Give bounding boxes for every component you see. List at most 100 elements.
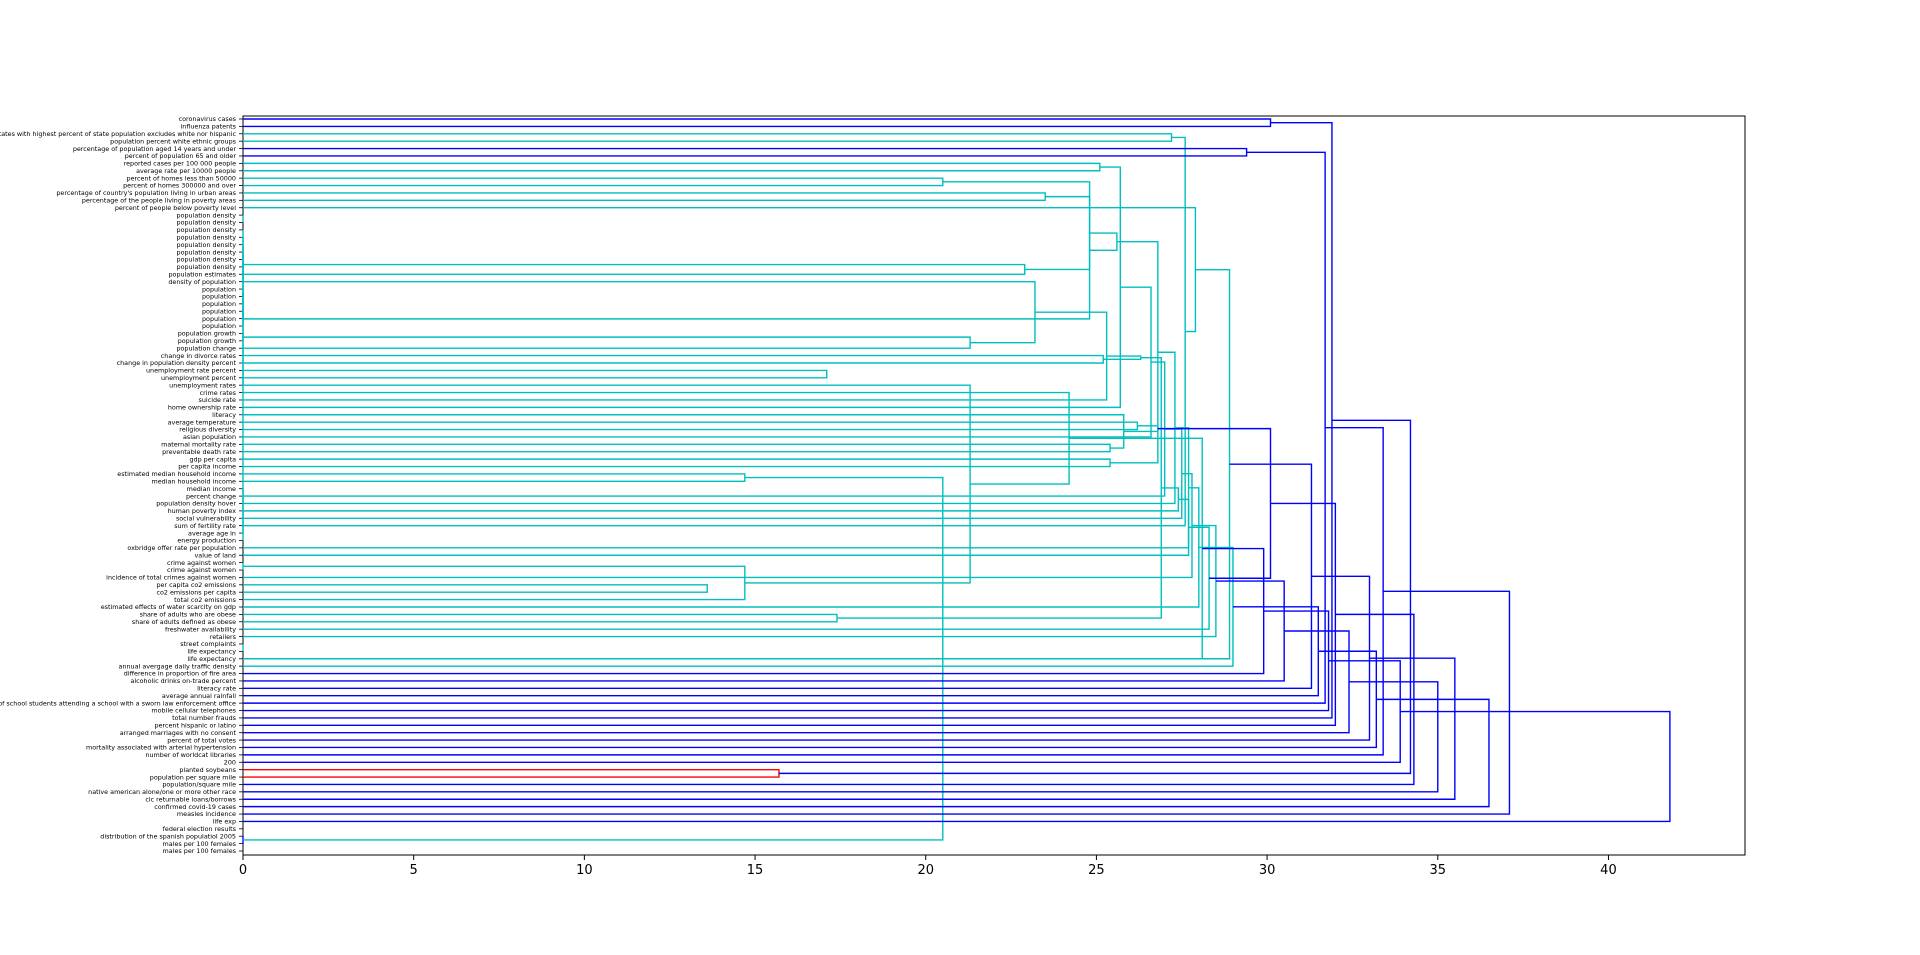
leaf-label: suicide rate bbox=[199, 396, 237, 404]
dendrogram-link bbox=[243, 181, 1091, 320]
x-tick-label: 5 bbox=[410, 863, 418, 878]
leaf-label: average rate per 10000 people bbox=[136, 167, 236, 175]
leaf-label: population density bbox=[177, 226, 237, 234]
dendrogram-link bbox=[243, 590, 1511, 815]
leaf-label: population growth bbox=[178, 337, 236, 345]
leaf-label: unemployment percent bbox=[161, 374, 236, 382]
dendrogram-link bbox=[243, 147, 1248, 157]
x-tick-label: 40 bbox=[1600, 863, 1617, 878]
leaf-label: estimated median household income bbox=[117, 470, 236, 478]
leaf-label: states with highest percent of state pop… bbox=[0, 130, 236, 138]
leaf-label: annual avergage daily traffic density bbox=[119, 662, 237, 670]
leaf-label: population percent white ethnic groups bbox=[110, 137, 236, 145]
leaf-label: freshwater availability bbox=[165, 625, 236, 633]
dendrogram-link bbox=[243, 681, 1439, 793]
dendrogram-link bbox=[243, 263, 1026, 275]
leaf-label: alcoholic drinks on-trade percent bbox=[130, 677, 236, 685]
dendrogram-link bbox=[243, 369, 828, 379]
x-tick-label: 25 bbox=[1088, 863, 1105, 878]
dendrogram-link bbox=[243, 426, 1384, 756]
leaf-label: share of adults defined as obese bbox=[132, 618, 236, 626]
leaf-label: population growth bbox=[178, 330, 236, 338]
dendrogram-link bbox=[243, 458, 1111, 468]
leaf-label: average temperature bbox=[168, 418, 236, 426]
leaf-label: percent of people below poverty level bbox=[115, 204, 236, 212]
dendrogram-link bbox=[243, 162, 1101, 172]
dendrogram-link bbox=[243, 443, 1111, 453]
dendrogram-link bbox=[243, 414, 1125, 449]
leaf-label: density of population bbox=[168, 278, 236, 286]
x-tick-label: 20 bbox=[917, 863, 934, 878]
leaf-label: percent of homes 300000 and over bbox=[123, 182, 236, 190]
dendrogram-link bbox=[243, 136, 1186, 527]
leaf-label: percentage of country's population livin… bbox=[56, 189, 236, 197]
leaf-label: population density bbox=[177, 219, 237, 227]
leaf-label: population density bbox=[177, 248, 237, 256]
leaf-label: federal election results bbox=[163, 825, 237, 833]
leaf-label: oxbridge offer rate per population bbox=[127, 544, 236, 552]
leaf-label: confirmed covid-19 cases bbox=[154, 803, 236, 811]
leaf-label: co2 emissions per capita bbox=[156, 588, 236, 596]
leaf-label: percent of homes less than 50000 bbox=[127, 174, 236, 182]
leaf-label: religious diversity bbox=[179, 426, 236, 434]
leaf-label: gdp per capita bbox=[189, 455, 236, 463]
leaf-label: life expectancy bbox=[187, 648, 236, 656]
dendrogram-link bbox=[243, 268, 1231, 660]
leaf-label: median income bbox=[187, 485, 236, 493]
dendrogram-link bbox=[1089, 232, 1118, 252]
leaf-label: population change bbox=[176, 344, 236, 352]
leaf-label: population density bbox=[177, 234, 237, 242]
leaf-label: population density hover bbox=[156, 500, 236, 508]
leaf-label: literacy bbox=[212, 411, 236, 419]
dendrogram-link bbox=[243, 657, 1456, 800]
leaf-label: population per square mile bbox=[150, 773, 236, 781]
leaf-label: asian population bbox=[183, 433, 236, 441]
leaf-label: mobile cellular telephones bbox=[151, 707, 236, 715]
leaf-label: coronavirus cases bbox=[179, 115, 237, 123]
dendrogram-link bbox=[1157, 427, 1272, 579]
leaf-label: population bbox=[202, 307, 236, 315]
dendrogram-link bbox=[1123, 425, 1159, 433]
dendrogram-link bbox=[243, 613, 1415, 786]
leaf-label: number of worldcat libraries bbox=[145, 751, 236, 759]
leaf-label: population density bbox=[177, 241, 237, 249]
leaf-label: percent of school students attending a s… bbox=[0, 699, 236, 707]
dendrogram-link bbox=[243, 502, 1337, 727]
leaf-label: estimated effects of water scarcity on g… bbox=[101, 603, 236, 611]
dendrogram-link bbox=[243, 473, 746, 483]
dendrogram-link bbox=[778, 419, 1412, 775]
leaf-label: population/square mile bbox=[162, 781, 236, 789]
leaf-label: crime against women bbox=[167, 566, 236, 574]
dendrogram-link bbox=[836, 356, 1162, 619]
leaf-label: social vulnerability bbox=[176, 514, 236, 522]
leaf-label: population density bbox=[177, 256, 237, 264]
leaf-label: unemployment rate percent bbox=[146, 367, 237, 375]
x-tick-label: 30 bbox=[1259, 863, 1276, 878]
leaf-label: total co2 emissions bbox=[174, 596, 236, 604]
leaf-label: population density bbox=[177, 211, 237, 219]
dendrogram-link bbox=[243, 547, 1265, 675]
leaf-label: preventable death rate bbox=[162, 448, 236, 456]
dendrogram-link bbox=[243, 524, 1217, 638]
leaf-label: arranged marriages with no consent bbox=[120, 729, 237, 737]
dendrogram-link bbox=[243, 584, 708, 593]
leaf-label: energy production bbox=[177, 537, 236, 545]
dendrogram-link bbox=[243, 463, 1313, 690]
dendrogram-link bbox=[243, 421, 1139, 431]
leaf-label: home ownership rate bbox=[168, 404, 236, 412]
leaf-label: percentage of the people living in pover… bbox=[82, 197, 237, 205]
leaf-label: clc returnable loans/borrows bbox=[145, 795, 236, 803]
leaf-label: males per 100 females bbox=[163, 840, 237, 848]
dendrogram-link bbox=[243, 336, 971, 349]
leaf-label: change in divorce rates bbox=[161, 352, 237, 360]
leaf-label: influenza patents bbox=[181, 123, 237, 131]
leaf-label: population bbox=[202, 322, 236, 330]
dendrogram-link bbox=[243, 133, 1173, 142]
dendrogram-link bbox=[243, 698, 1490, 808]
leaf-label: population bbox=[202, 285, 236, 293]
leaf-label: life expectancy bbox=[187, 655, 236, 663]
dendrogram-link bbox=[243, 565, 746, 601]
leaf-label: per capita co2 emissions bbox=[156, 581, 236, 589]
leaf-label: average age in bbox=[188, 529, 236, 537]
